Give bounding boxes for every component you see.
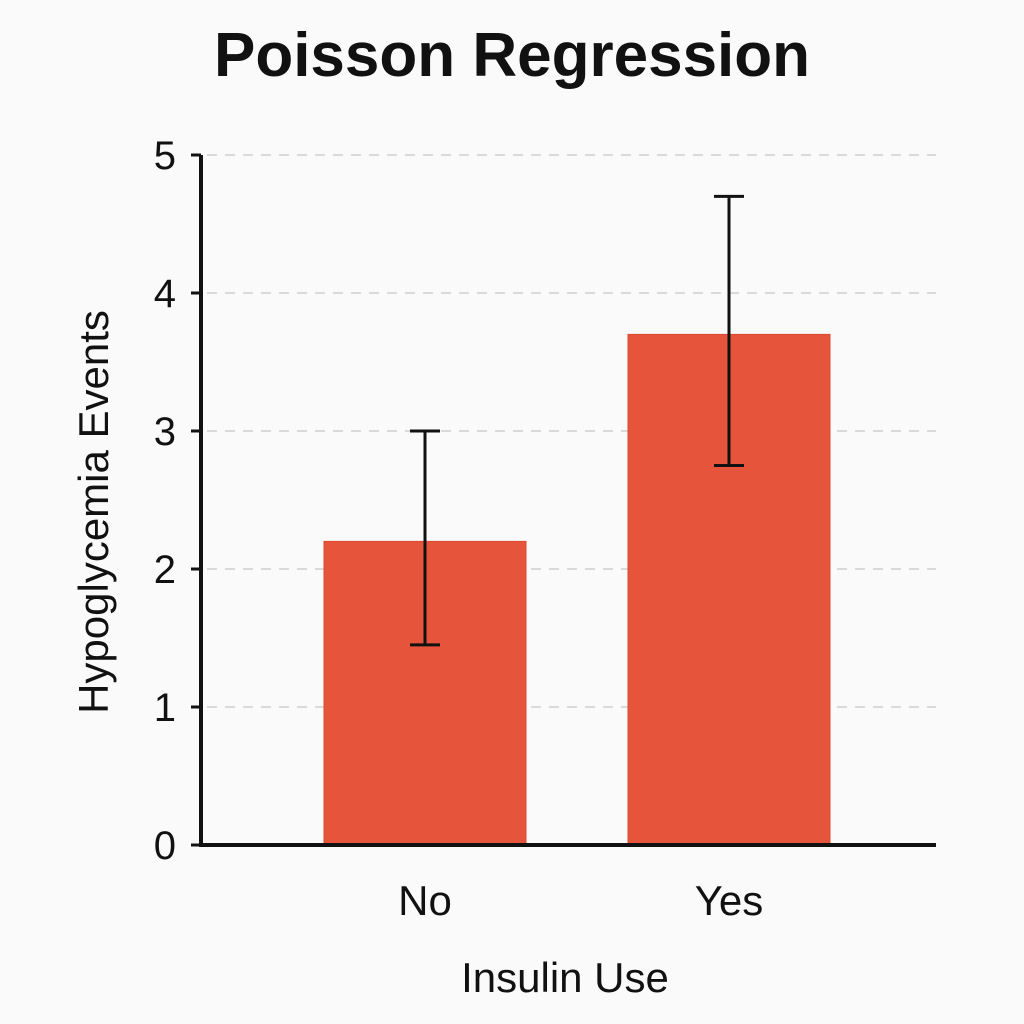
- y-tick-label-4: 4: [154, 272, 176, 316]
- x-axis-label: Insulin Use: [461, 954, 669, 1001]
- y-tick-label-2: 2: [154, 548, 176, 592]
- x-tick-labels: No Yes: [398, 877, 763, 924]
- y-tick-label-1: 1: [154, 686, 176, 730]
- y-tick-label-3: 3: [154, 410, 176, 454]
- x-tick-label-yes: Yes: [695, 877, 764, 924]
- y-tick-labels: 0 1 2 3 4 5: [154, 134, 201, 868]
- error-bars: [410, 194, 744, 647]
- chart-title: Poisson Regression: [214, 21, 810, 90]
- gridlines: [207, 154, 936, 708]
- axes: [199, 155, 936, 847]
- bars: [323, 333, 831, 846]
- x-tick-label-no: No: [398, 877, 452, 924]
- y-tick-label-0: 0: [154, 824, 176, 868]
- y-axis-label: Hypoglycemia Events: [70, 310, 117, 714]
- bar-no: [323, 540, 527, 846]
- y-tick-label-5: 5: [154, 134, 176, 178]
